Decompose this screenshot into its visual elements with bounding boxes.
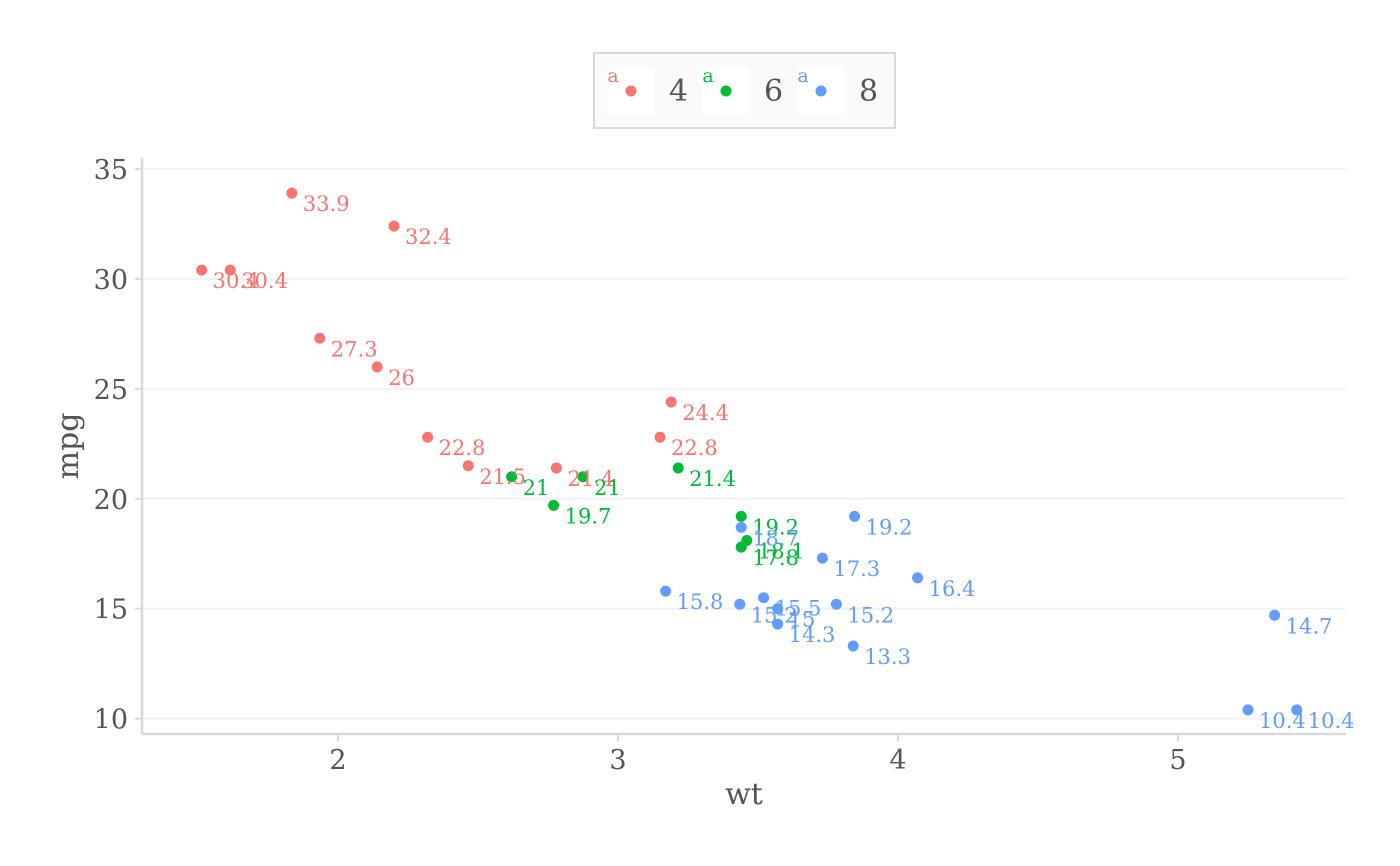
data-label: 22.8	[671, 436, 718, 460]
data-label: 19.7	[565, 504, 612, 528]
data-label: 10.4	[1308, 709, 1355, 733]
x-tick-label: 4	[889, 745, 906, 776]
data-label: 30.4	[213, 269, 260, 293]
y-tick-label: 25	[94, 375, 128, 406]
data-point	[388, 220, 400, 232]
data-label: 10.4	[1259, 709, 1306, 733]
data-label: 16.4	[929, 577, 976, 601]
data-point	[224, 264, 236, 276]
legend-key-dot	[815, 85, 827, 97]
legend-label-6: 6	[764, 74, 783, 109]
data-point	[371, 361, 383, 373]
data-point	[314, 332, 326, 344]
y-tick-label: 30	[94, 265, 128, 296]
y-tick-label: 15	[94, 595, 128, 626]
legend-label-4: 4	[669, 74, 688, 109]
data-label: 26	[388, 366, 415, 390]
data-point	[654, 431, 666, 443]
data-point	[577, 471, 589, 483]
data-label: 21	[523, 476, 550, 500]
legend-key-dot	[720, 85, 732, 97]
data-point	[1291, 704, 1303, 716]
data-label: 19.2	[752, 515, 799, 539]
data-point	[550, 462, 562, 474]
data-label: 18.7	[752, 526, 799, 550]
gridlines	[142, 167, 1346, 720]
data-point	[912, 572, 924, 584]
data-label: 15.2	[751, 603, 798, 627]
data-points	[196, 187, 1303, 716]
x-axis-title: wt	[725, 777, 763, 812]
data-label: 21.4	[689, 467, 736, 491]
legend-label-8: 8	[859, 74, 878, 109]
data-label: 15.5	[775, 597, 822, 621]
data-point	[665, 396, 677, 408]
data-point	[422, 431, 434, 443]
data-label: 15.2	[847, 603, 894, 627]
x-tick-label: 3	[609, 745, 626, 776]
legend-key-letter: a	[702, 65, 713, 87]
data-label: 30.4	[241, 269, 288, 293]
data-point	[735, 510, 747, 522]
data-label: 15.8	[677, 590, 724, 614]
data-label: 14.3	[789, 623, 836, 647]
data-point	[849, 510, 861, 522]
data-label: 33.9	[303, 192, 350, 216]
data-point	[847, 640, 859, 652]
data-label: 17.8	[752, 546, 799, 570]
data-point	[816, 552, 828, 564]
data-label: 18.1	[758, 540, 805, 564]
data-label: 21	[594, 476, 621, 500]
data-label: 27.3	[331, 337, 378, 361]
legend-key-letter: a	[607, 65, 618, 87]
data-label: 17.3	[833, 557, 880, 581]
data-point	[462, 460, 474, 472]
data-point	[196, 264, 208, 276]
y-tick-label: 35	[94, 155, 128, 186]
y-axis-title: mpg	[51, 413, 86, 480]
data-point	[735, 541, 747, 553]
data-label: 22.8	[439, 436, 486, 460]
data-point	[506, 471, 518, 483]
legend-key-dot	[625, 85, 637, 97]
data-label: 32.4	[405, 225, 452, 249]
y-tick-label: 20	[94, 485, 128, 516]
legend-key-letter: a	[797, 65, 808, 87]
data-point	[758, 592, 770, 604]
x-ticks: 2 3 4 5	[329, 734, 1187, 776]
data-label: 21.5	[479, 465, 526, 489]
data-point	[772, 618, 784, 630]
x-tick-label: 2	[329, 745, 346, 776]
data-point	[1269, 609, 1281, 621]
data-point	[672, 462, 684, 474]
data-point	[660, 585, 672, 597]
data-labels: 22.8 24.4 22.8 32.4 30.4 33.9 21.5 27.3 26 30.4 21…	[213, 192, 1355, 733]
data-point	[772, 603, 784, 615]
data-point	[548, 499, 560, 511]
x-tick-label: 5	[1169, 745, 1186, 776]
data-label: 24.4	[682, 401, 729, 425]
data-label: 19.2	[866, 515, 913, 539]
data-point	[1242, 704, 1254, 716]
data-label: 14.7	[1286, 614, 1333, 638]
y-tick-label: 10	[94, 705, 128, 736]
data-point	[734, 598, 746, 610]
data-point	[286, 187, 298, 199]
data-label: 21.4	[567, 467, 614, 491]
y-ticks: 10 15 20 25 30 35	[94, 155, 142, 736]
data-point	[830, 598, 842, 610]
data-point	[735, 521, 747, 533]
data-label: 13.3	[864, 645, 911, 669]
axes	[140, 158, 1346, 736]
data-label: 15	[789, 608, 816, 632]
